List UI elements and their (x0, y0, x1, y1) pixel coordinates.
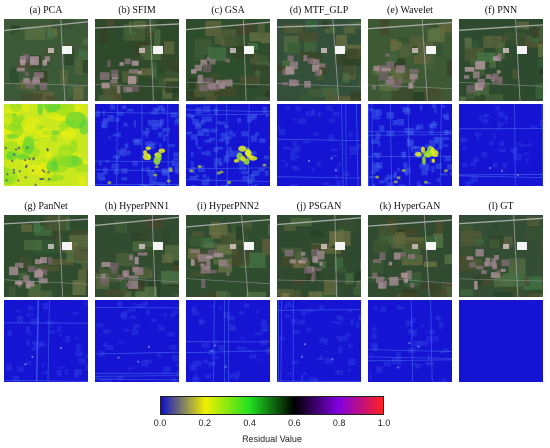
panel-label: (f) PNN (484, 5, 518, 16)
colorbar-tick-label: 0.4 (243, 418, 256, 428)
residual-map (4, 104, 88, 186)
colorbar-tick-label: 0.2 (198, 418, 212, 428)
fused-image (459, 19, 543, 101)
panel-label: (a) PCA (29, 5, 63, 16)
colorbar-label: Residual Value (242, 434, 302, 444)
residual-map (459, 104, 543, 186)
fused-image (277, 215, 361, 297)
fused-image (4, 19, 88, 101)
fused-image (368, 19, 452, 101)
fused-image (4, 215, 88, 297)
panel-label: (j) PSGAN (296, 201, 342, 212)
fused-image (459, 215, 543, 297)
colorbar-tick-label: 0.8 (332, 418, 346, 428)
residual-map (95, 104, 179, 186)
fused-image (186, 19, 270, 101)
residual-map (95, 300, 179, 382)
panel-label: (g) PanNet (24, 201, 68, 212)
fused-image (95, 19, 179, 101)
residual-map (368, 300, 452, 382)
fused-image (95, 215, 179, 297)
fused-image (186, 215, 270, 297)
colorbar (160, 396, 384, 415)
panel-label: (d) MTF_GLP (289, 5, 349, 16)
residual-map (277, 300, 361, 382)
panel-label: (k) HyperGAN (379, 201, 441, 212)
panel-label: (c) GSA (211, 5, 245, 16)
residual-map (459, 300, 543, 382)
panel-label: (i) HyperPNN2 (197, 201, 259, 212)
panel-label: (e) Wavelet (387, 5, 433, 16)
panel-label: (b) SFIM (118, 5, 156, 16)
colorbar-tick-label: 0.0 (153, 418, 167, 428)
colorbar-tick-label: 0.6 (288, 418, 301, 428)
panel-label: (h) HyperPNN1 (104, 201, 170, 212)
residual-map (368, 104, 452, 186)
fused-image (277, 19, 361, 101)
colorbar-tick-label: 1.0 (377, 418, 391, 428)
panel-label: (l) GT (488, 201, 514, 212)
residual-map (4, 300, 88, 382)
residual-map (277, 104, 361, 186)
residual-map (186, 104, 270, 186)
residual-map (186, 300, 270, 382)
fused-image (368, 215, 452, 297)
